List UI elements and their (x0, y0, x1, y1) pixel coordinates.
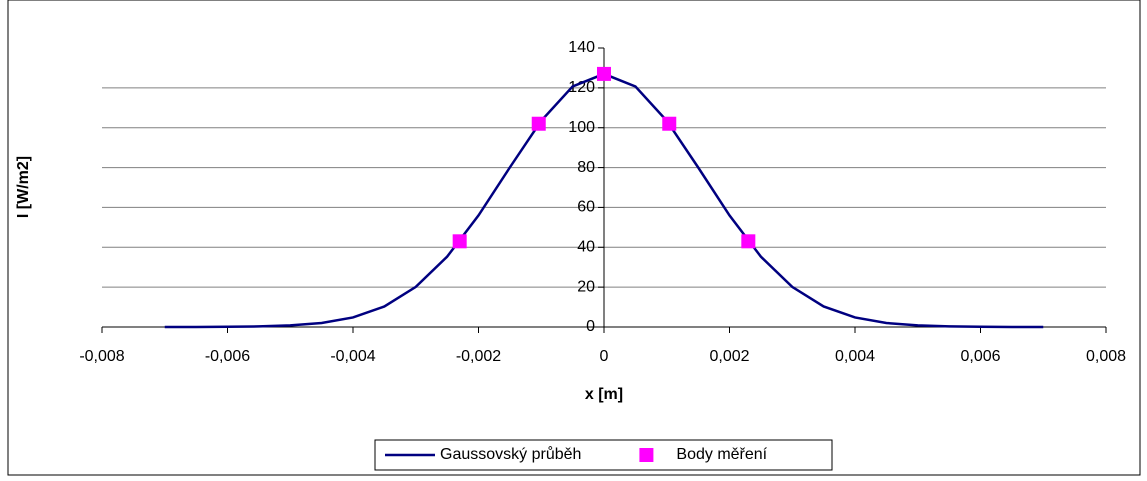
y-axis-label: I [W/m2] (15, 156, 32, 218)
y-tick-label: 20 (577, 278, 595, 295)
x-tick-label: -0,006 (205, 348, 250, 365)
measurement-point (597, 66, 611, 81)
x-tick-label: 0,006 (960, 348, 1000, 365)
y-tick-label: 40 (577, 239, 595, 256)
y-tick-label: 60 (577, 199, 595, 216)
legend (374, 439, 833, 471)
measurement-point (662, 116, 677, 131)
x-tick-label: 0,004 (835, 348, 875, 365)
x-tick-label: -0,008 (79, 348, 124, 365)
x-tick-label: -0,004 (330, 348, 375, 365)
legend-label: Body měření (676, 446, 767, 463)
chart-border (7, 0, 1141, 476)
x-tick-label: -0,002 (456, 348, 501, 365)
legend-marker (639, 448, 654, 462)
x-tick-label: 0,002 (709, 348, 749, 365)
y-tick-label: 100 (568, 119, 595, 136)
x-axis-label: x [m] (585, 386, 623, 403)
y-tick-label: 120 (568, 79, 595, 96)
y-tick-label: 140 (568, 39, 595, 56)
y-tick-label: 80 (577, 159, 595, 176)
measurement-point (531, 116, 546, 131)
x-tick-label: 0,008 (1086, 348, 1126, 365)
x-tick-label: 0 (600, 348, 609, 365)
measurement-point (452, 234, 467, 249)
legend-label: Gaussovský průběh (440, 445, 581, 463)
measurement-point (741, 234, 756, 249)
